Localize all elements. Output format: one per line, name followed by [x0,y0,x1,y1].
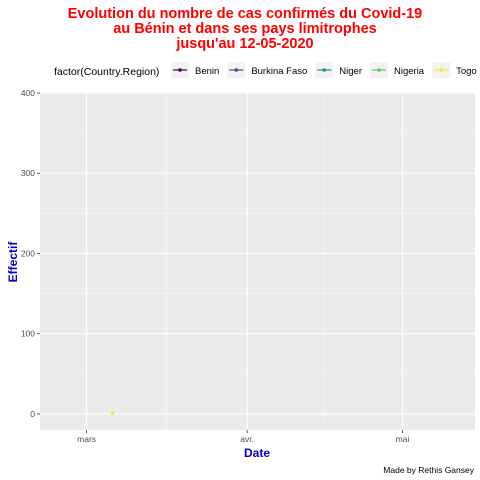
y-tick-label: 400 [21,88,35,98]
y-tick-label: 200 [21,248,35,258]
x-tick-label: avr. [240,434,254,444]
legend-label-nigeria: Nigeria [394,66,425,77]
chart-caption: Made by Rethis Gansey [383,465,474,475]
legend-title: factor(Country.Region) [54,66,159,78]
plot-panel [40,93,475,430]
axis-ticks: 0 100 200 300 400 mars avr. mai [21,88,410,444]
legend-item-burkina-faso: Burkina Faso [227,62,307,78]
chart-title: Evolution du nombre de cas confirmés du … [68,6,423,52]
y-tick-label: 100 [21,329,35,339]
legend-point-nigeria [377,68,381,72]
chart-title-line-2: au Bénin et dans ses pays limitrophes [113,21,377,37]
y-axis-title: Effectif [6,241,20,283]
y-tick-label: 0 [30,409,35,419]
legend-point-togo [439,68,443,72]
legend: factor(Country.Region) Benin Burkina Faso… [54,62,477,78]
legend-point-benin [178,68,182,72]
x-axis-title: Date [244,446,270,460]
x-tick-label: mai [396,434,410,444]
data-point-togo [110,411,115,415]
legend-label-togo: Togo [456,66,477,77]
chart-title-line-1: Evolution du nombre de cas confirmés du … [68,6,423,22]
chart-title-line-3: jusqu'au 12-05-2020 [175,36,313,52]
legend-point-niger [322,68,327,72]
legend-item-niger: Niger [315,62,362,78]
legend-item-togo: Togo [432,62,477,78]
grid-lines [40,92,475,430]
legend-label-benin: Benin [195,66,219,77]
x-tick-label: mars [77,434,96,444]
legend-label-niger: Niger [339,66,362,77]
legend-label-burkina-faso: Burkina Faso [251,66,307,77]
legend-point-burkina-faso [234,68,239,72]
legend-item-nigeria: Nigeria [370,62,425,78]
legend-item-benin: Benin [171,62,219,78]
y-tick-label: 300 [21,168,35,178]
data-marks [110,411,115,415]
